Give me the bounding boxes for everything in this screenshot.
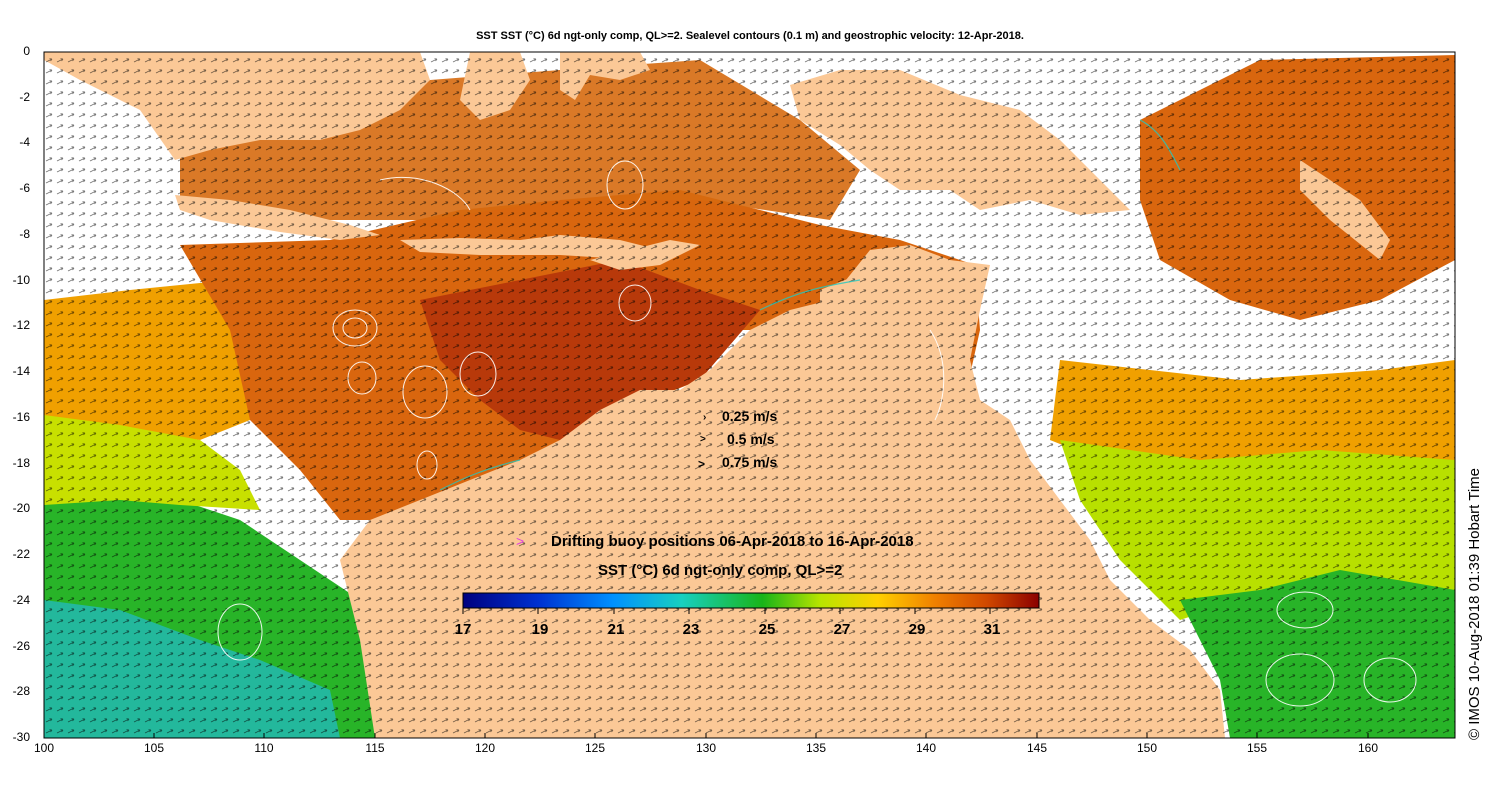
y-tick-label: -20 <box>12 501 30 515</box>
x-tick-label: 125 <box>584 741 606 755</box>
vector-legend-label: 0.25 m/s <box>722 408 778 424</box>
x-tick-label: 110 <box>254 741 274 755</box>
coastline-segment <box>439 459 521 491</box>
imos-credit: © IMOS 10-Aug-2018 01:39 Hobart Time <box>1466 467 1483 740</box>
y-tick-label: -18 <box>12 456 30 470</box>
contour <box>929 329 945 421</box>
contour <box>332 309 378 347</box>
vector-arrow-icon: > <box>698 457 706 471</box>
velocity-vectors <box>44 52 1455 738</box>
x-tick-label: 115 <box>365 741 385 755</box>
coastline <box>439 119 1181 491</box>
x-tick-label: 140 <box>915 741 937 755</box>
x-tick-label: 160 <box>1357 741 1379 755</box>
buoy-marker-icon: > <box>516 533 525 549</box>
colorbar-tick-label: 19 <box>531 621 549 638</box>
x-tick-label: 155 <box>1246 741 1268 755</box>
colorbar-ticks <box>462 608 991 614</box>
y-tick-label: -12 <box>12 318 30 332</box>
vector-arrow-icon: > <box>700 434 706 445</box>
contour <box>402 365 448 419</box>
colorbar-tick-label: 23 <box>682 621 700 638</box>
contour <box>379 176 471 211</box>
colorbar-tick-label: 21 <box>607 621 625 638</box>
y-tick-label: -10 <box>12 273 30 287</box>
y-tick-label: -2 <box>19 90 30 104</box>
x-tick-label: 145 <box>1026 741 1048 755</box>
colorbar-tick-label: 31 <box>983 621 1001 638</box>
y-tick-label: -16 <box>12 410 30 424</box>
x-tick-label: 120 <box>474 741 496 755</box>
vector-arrow-icon: › <box>703 412 707 423</box>
x-tick-label: 135 <box>805 741 827 755</box>
y-tick-label: -22 <box>12 547 30 561</box>
contour <box>606 160 644 210</box>
map-title: SST SST (°C) 6d ngt-only comp, QL>=2. Se… <box>476 30 1024 42</box>
vector-legend-label: 0.75 m/s <box>722 454 778 470</box>
contour <box>1276 591 1334 629</box>
colorbar-tick-label: 17 <box>454 621 472 638</box>
sealevel-contours <box>217 160 1417 707</box>
buoy-legend-label: Drifting buoy positions 06-Apr-2018 to 1… <box>551 533 914 550</box>
colorbar-tick-label: 27 <box>833 621 851 638</box>
y-tick-label: -30 <box>12 730 30 744</box>
y-tick-label: 0 <box>23 44 30 58</box>
y-tick-label: -8 <box>19 227 30 241</box>
x-tick-label: 105 <box>143 741 165 755</box>
contour <box>618 284 652 322</box>
plot-frame <box>43 51 1456 739</box>
y-tick-label: -24 <box>12 593 30 607</box>
contour <box>347 361 377 395</box>
x-axis-ticks <box>43 733 1369 738</box>
contour <box>459 351 497 397</box>
y-tick-label: -26 <box>12 639 30 653</box>
colorbar-gradient <box>462 592 1040 609</box>
colorbar-title: SST (°C) 6d ngt-only comp, QL>=2 <box>598 562 843 579</box>
colorbar <box>462 592 1040 614</box>
map-area <box>44 52 1455 738</box>
y-tick-label: -14 <box>12 364 30 378</box>
colorbar-tick-label: 25 <box>758 621 776 638</box>
y-tick-label: -6 <box>19 181 30 195</box>
contour <box>416 450 438 480</box>
vector-legend-label: 0.5 m/s <box>727 431 775 447</box>
y-tick-label: -28 <box>12 684 30 698</box>
y-tick-label: -4 <box>19 135 30 149</box>
contour <box>217 603 263 661</box>
x-tick-label: 100 <box>33 741 55 755</box>
x-tick-label: 130 <box>695 741 717 755</box>
contour <box>342 317 368 339</box>
x-tick-label: 150 <box>1136 741 1158 755</box>
coastline-segment <box>759 279 861 311</box>
contour <box>1265 653 1335 707</box>
contour <box>1363 657 1417 703</box>
colorbar-tick-label: 29 <box>908 621 926 638</box>
coastline-segment <box>1139 119 1181 171</box>
